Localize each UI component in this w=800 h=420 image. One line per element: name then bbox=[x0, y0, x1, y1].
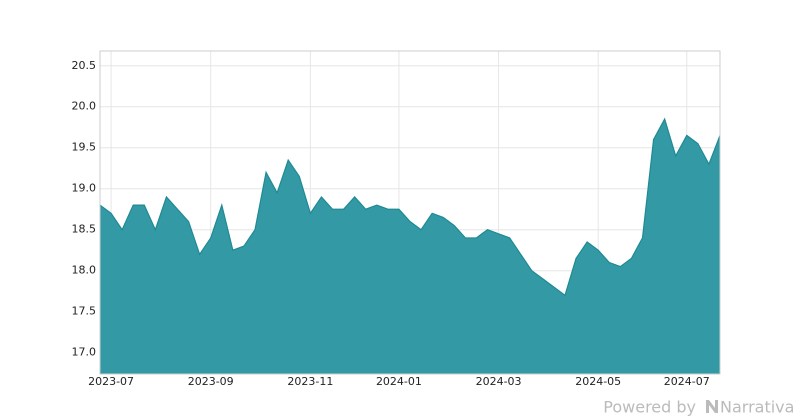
x-tick-label: 2024-03 bbox=[476, 375, 522, 388]
x-tick-label: 2024-05 bbox=[575, 375, 621, 388]
y-tick-label: 19.5 bbox=[72, 141, 97, 154]
footer-logo bbox=[706, 400, 718, 413]
y-tick-label: 17.0 bbox=[72, 346, 97, 359]
area bbox=[100, 119, 720, 374]
y-tick-label: 20.5 bbox=[72, 59, 97, 72]
plot-border bbox=[99, 50, 721, 375]
y-tick-label: 19.0 bbox=[72, 182, 97, 195]
x-tick-label: 2023-07 bbox=[88, 375, 134, 388]
area-line bbox=[99, 117, 721, 297]
x-tick-label: 2024-01 bbox=[376, 375, 422, 388]
footer-brand: Narrativa bbox=[720, 398, 794, 417]
y-tick-label: 20.0 bbox=[72, 100, 97, 113]
footer-powered: Powered by bbox=[603, 398, 696, 417]
y-tick-label: 18.0 bbox=[72, 264, 97, 277]
y-tick-label: 18.5 bbox=[72, 223, 97, 236]
x-tick-label: 2024-07 bbox=[664, 375, 710, 388]
y-tick-label: 17.5 bbox=[72, 305, 97, 318]
x-tick-label: 2023-11 bbox=[287, 375, 333, 388]
x-tick-label: 2023-09 bbox=[188, 375, 234, 388]
